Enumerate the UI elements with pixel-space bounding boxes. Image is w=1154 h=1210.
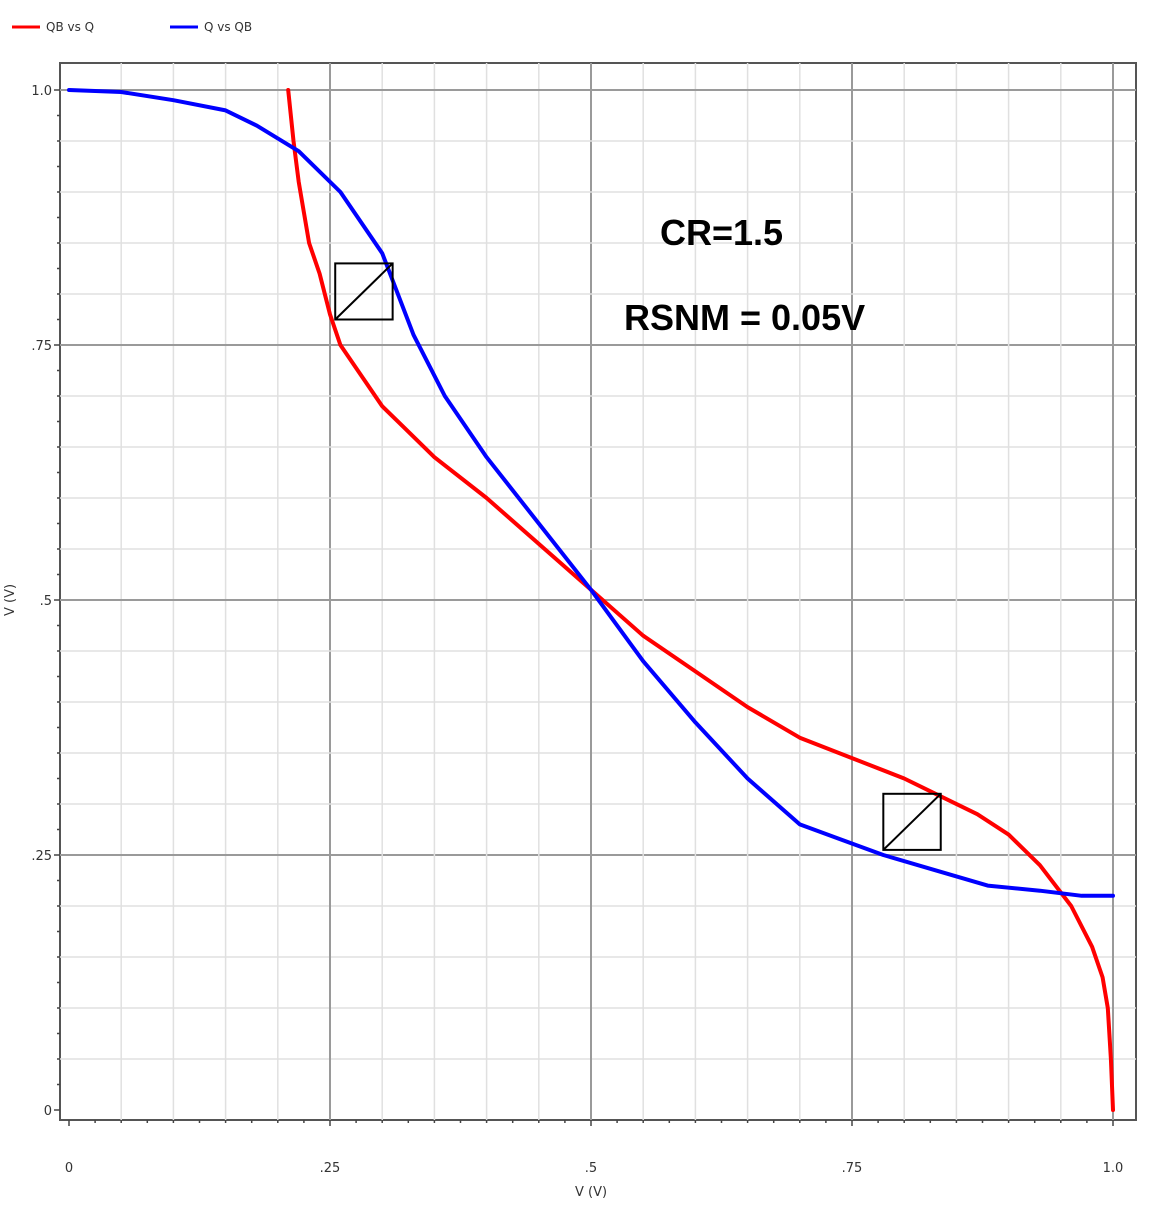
snm-square-1 — [334, 262, 394, 321]
snm-squares — [334, 262, 942, 851]
snm-square-diagonal-2 — [882, 793, 942, 851]
legend-label-1: QB vs Q — [46, 20, 94, 34]
snm-square-2 — [882, 792, 942, 851]
series-line-2 — [67, 88, 1115, 898]
snm-square-diagonal-1 — [334, 262, 394, 321]
y-tick-label: 1.0 — [31, 84, 52, 99]
x-tick-label: .75 — [842, 1161, 863, 1176]
annotation-cr: CR=1.5 — [660, 212, 784, 253]
annotation-rsnm: RSNM = 0.05V — [624, 297, 866, 338]
y-tick-label: .5 — [40, 594, 52, 609]
y-tick-label: .75 — [31, 339, 52, 354]
plot-area — [59, 62, 1137, 1121]
axes: 0 .25 .5 .75 1.0 0 .25 .5 .75 1.0 — [31, 84, 1123, 1176]
x-tick-label: .5 — [585, 1161, 597, 1176]
y-tick-label: 0 — [44, 1104, 52, 1119]
x-tick-label: 1.0 — [1103, 1161, 1124, 1176]
y-axis-label: V (V) — [3, 584, 18, 616]
legend-label-2: Q vs QB — [204, 20, 252, 34]
legend: QB vs Q Q vs QB — [12, 20, 252, 34]
series-layer — [67, 88, 1115, 1112]
y-tick-label: .25 — [31, 849, 52, 864]
x-tick-label: 0 — [65, 1161, 73, 1176]
series-line-1 — [286, 88, 1115, 1112]
x-axis-label: V (V) — [575, 1185, 607, 1200]
x-tick-label: .25 — [320, 1161, 341, 1176]
